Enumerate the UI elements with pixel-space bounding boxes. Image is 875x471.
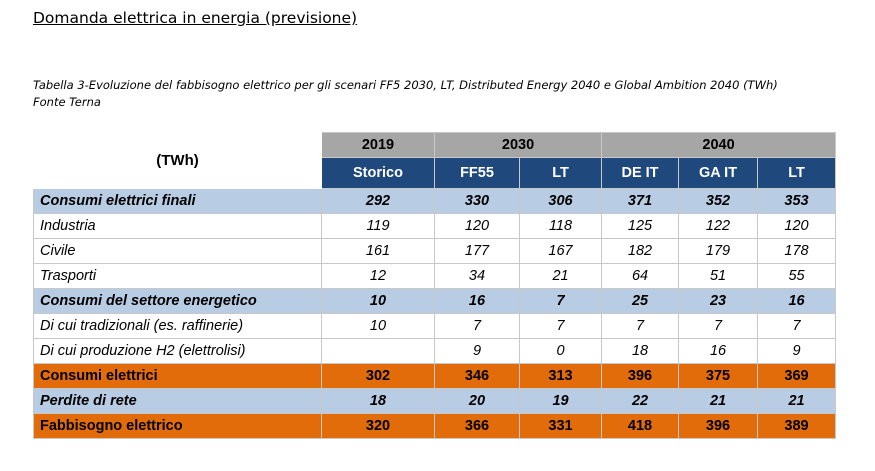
caption-source: Fonte Terna: [33, 95, 101, 109]
value-cell: 64: [601, 263, 680, 289]
value-cell: 34: [434, 263, 520, 289]
value-cell: 366: [434, 413, 520, 439]
value-cell: 21: [678, 388, 759, 414]
scenario-header-row: Storico FF55 LT DE IT GA IT LT: [34, 157, 837, 189]
table-row: Trasporti 12 34 21 64 51 55: [33, 263, 837, 289]
year-header-2040: 2040: [601, 132, 837, 158]
row-label: Di cui tradizionali (es. raffinerie): [33, 313, 322, 339]
scenario-header: LT: [518, 157, 603, 189]
scenario-header: Storico: [321, 157, 435, 189]
value-cell: 12: [321, 263, 435, 289]
value-cell: 25: [601, 288, 680, 314]
value-cell: 20: [434, 388, 520, 414]
section-heading: Domanda elettrica in energia (previsione…: [33, 9, 358, 27]
value-cell: 396: [601, 363, 680, 389]
value-cell: 120: [757, 213, 837, 239]
value-cell: 18: [321, 388, 435, 414]
table-row: Di cui produzione H2 (elettrolisi) 9 0 18 16…: [33, 338, 837, 364]
table-row: Consumi elettrici finali 292 330 306 371 352 3…: [33, 188, 837, 214]
unit-header: (TWh): [33, 132, 322, 189]
value-cell: 167: [518, 238, 603, 264]
value-cell: 346: [434, 363, 520, 389]
table-row: Consumi del settore energetico 10 16 7 25 23 1…: [33, 288, 837, 314]
value-cell: 161: [321, 238, 435, 264]
scenario-header: FF55: [434, 157, 520, 189]
table-row: Di cui tradizionali (es. raffinerie) 10 7 7…: [33, 313, 837, 339]
value-cell: 396: [678, 413, 759, 439]
value-cell: 7: [757, 313, 837, 339]
table-row: Perdite di rete 18 20 19 22 21 21: [33, 388, 837, 414]
year-header-2030: 2030: [433, 132, 603, 158]
value-cell: 389: [757, 413, 837, 439]
value-cell: 119: [321, 213, 435, 239]
value-cell: 9: [434, 338, 520, 364]
value-cell: 16: [434, 288, 520, 314]
value-cell: 21: [757, 388, 837, 414]
row-label: Fabbisogno elettrico: [33, 413, 322, 439]
value-cell: 292: [321, 188, 435, 214]
value-cell: 7: [434, 313, 520, 339]
table-caption: Tabella 3-Evoluzione del fabbisogno elet…: [33, 77, 778, 111]
row-label: Consumi del settore energetico: [33, 288, 322, 314]
value-cell: 371: [601, 188, 680, 214]
value-cell: 179: [678, 238, 759, 264]
value-cell: 55: [757, 263, 837, 289]
value-cell: 120: [434, 213, 520, 239]
row-label: Trasporti: [33, 263, 322, 289]
row-label: Perdite di rete: [33, 388, 322, 414]
value-cell: 7: [601, 313, 680, 339]
value-cell: 353: [757, 188, 837, 214]
caption-title: Tabella 3-Evoluzione del fabbisogno elet…: [33, 78, 778, 92]
value-cell: 7: [518, 313, 603, 339]
row-label: Industria: [33, 213, 322, 239]
scenario-header: GA IT: [678, 157, 759, 189]
row-label: Civile: [33, 238, 322, 264]
value-cell: 375: [678, 363, 759, 389]
year-header-2019: 2019: [321, 132, 435, 158]
year-header-row: (TWh) 2019 2030 2040: [33, 132, 837, 189]
value-cell: 9: [757, 338, 837, 364]
value-cell: 7: [678, 313, 759, 339]
table-row: Industria 119 120 118 125 122 120: [33, 213, 837, 239]
value-cell: 302: [321, 363, 435, 389]
value-cell: 178: [757, 238, 837, 264]
value-cell: 369: [757, 363, 837, 389]
row-label: Consumi elettrici finali: [33, 188, 322, 214]
value-cell: 10: [321, 313, 435, 339]
value-cell: 7: [518, 288, 603, 314]
table-row: Consumi elettrici 302 346 313 396 375 369: [33, 363, 837, 389]
demand-table: (TWh) 2019 2030 2040 Storico FF55 LT DE …: [33, 132, 837, 439]
value-cell: [321, 338, 435, 364]
row-label: Di cui produzione H2 (elettrolisi): [33, 338, 322, 364]
value-cell: 122: [678, 213, 759, 239]
scenario-header: DE IT: [601, 157, 680, 189]
value-cell: 10: [321, 288, 435, 314]
value-cell: 19: [518, 388, 603, 414]
value-cell: 331: [518, 413, 603, 439]
value-cell: 182: [601, 238, 680, 264]
scenario-header: LT: [757, 157, 837, 189]
value-cell: 18: [601, 338, 680, 364]
table-body: Consumi elettrici finali 292 330 306 371 352 3…: [33, 188, 837, 439]
value-cell: 418: [601, 413, 680, 439]
value-cell: 16: [757, 288, 837, 314]
table-row: Fabbisogno elettrico 320 366 331 418 396 389: [33, 413, 837, 439]
value-cell: 21: [518, 263, 603, 289]
value-cell: 306: [518, 188, 603, 214]
value-cell: 23: [678, 288, 759, 314]
value-cell: 352: [678, 188, 759, 214]
value-cell: 118: [518, 213, 603, 239]
value-cell: 125: [601, 213, 680, 239]
table-row: Civile 161 177 167 182 179 178: [33, 238, 837, 264]
value-cell: 330: [434, 188, 520, 214]
value-cell: 0: [518, 338, 603, 364]
value-cell: 320: [321, 413, 435, 439]
value-cell: 51: [678, 263, 759, 289]
value-cell: 16: [678, 338, 759, 364]
row-label: Consumi elettrici: [33, 363, 322, 389]
value-cell: 177: [434, 238, 520, 264]
value-cell: 313: [518, 363, 603, 389]
value-cell: 22: [601, 388, 680, 414]
